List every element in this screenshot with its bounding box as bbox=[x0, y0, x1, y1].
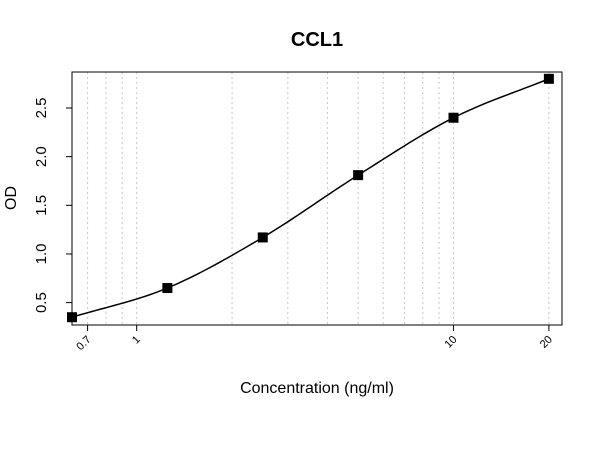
plot-frame bbox=[71, 71, 563, 326]
data-point bbox=[543, 73, 554, 84]
x-tick-label: 20 bbox=[538, 334, 555, 351]
y-tick-label: 1.0 bbox=[33, 244, 50, 265]
y-axis: 0.5 1.0 1.5 2.0 2.5 bbox=[33, 98, 72, 313]
curve-layer bbox=[71, 78, 550, 318]
data-point bbox=[162, 283, 173, 294]
y-tick-label: 0.5 bbox=[33, 292, 50, 313]
x-axis: 0.7 1 10 20 bbox=[74, 325, 555, 353]
x-tick-label: 10 bbox=[442, 334, 459, 351]
x-tick-label: 0.7 bbox=[74, 334, 93, 353]
y-axis-label: OD bbox=[3, 186, 20, 210]
x-tick-label: 1 bbox=[130, 334, 143, 347]
data-point bbox=[353, 170, 364, 181]
x-axis-label: Concentration (ng/ml) bbox=[240, 380, 394, 397]
fit-curve bbox=[71, 78, 550, 318]
chart-title: CCL1 bbox=[291, 29, 343, 51]
grid-layer bbox=[87, 72, 550, 325]
y-tick-label: 2.5 bbox=[33, 98, 50, 119]
data-point bbox=[67, 312, 77, 323]
data-point bbox=[257, 232, 268, 243]
points-layer bbox=[67, 73, 554, 323]
data-point bbox=[448, 112, 459, 123]
y-tick-label: 1.5 bbox=[33, 195, 50, 216]
y-tick-label: 2.0 bbox=[33, 146, 50, 167]
